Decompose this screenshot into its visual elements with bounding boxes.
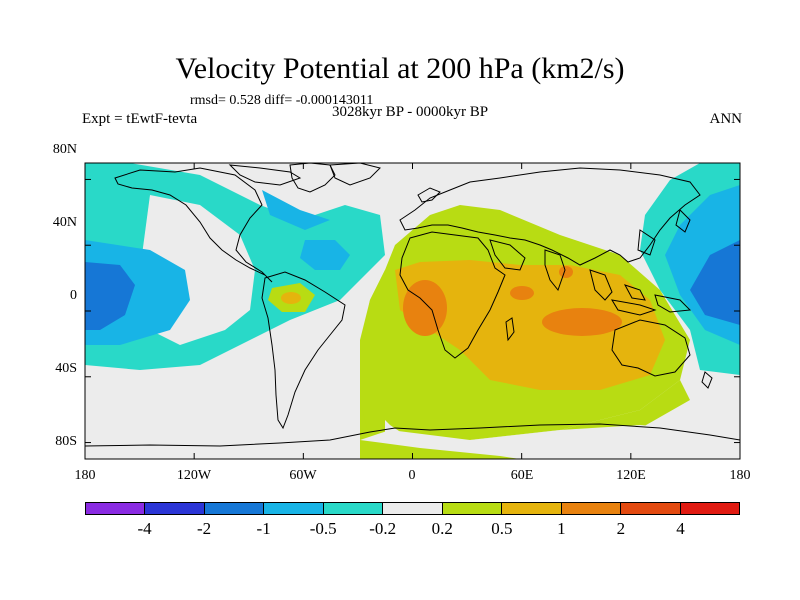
lon-label-180w: 180	[74, 468, 96, 483]
lon-label-0: 0	[408, 468, 416, 483]
colorbar-box	[442, 503, 503, 514]
coastlines	[85, 163, 740, 447]
period-label: 3028kyr BP - 0000kyr BP	[331, 104, 489, 120]
lat-label-40n: 40N	[52, 215, 77, 230]
colorbar-label: 1	[557, 519, 566, 538]
colorbar-label: -2	[196, 519, 212, 538]
colorbar-label: -1	[256, 519, 271, 538]
colorbar-label: 2	[616, 519, 626, 538]
season-label: ANN	[709, 111, 743, 127]
colorbar-label: 4	[676, 519, 685, 538]
colorbar-label: 0.5	[491, 519, 513, 538]
colorbar	[85, 502, 740, 515]
lat-label-40s: 40S	[55, 361, 77, 376]
colorbar-box	[621, 503, 681, 514]
velocity-potential-field	[85, 163, 740, 459]
colorbar-label: -0.2	[369, 519, 397, 538]
lat-label-80s: 80S	[55, 434, 77, 449]
lon-label-60e: 60E	[510, 468, 534, 483]
colorbar-label: -0.5	[309, 519, 337, 538]
plot-title: Velocity Potential at 200 hPa (km2/s)	[175, 52, 625, 85]
lon-label-120e: 120E	[616, 468, 646, 483]
colorbar-box	[680, 503, 739, 514]
lat-label-0: 0	[70, 288, 77, 303]
colorbar-label: -4	[137, 519, 152, 538]
axis-ticks	[84, 163, 741, 459]
colorbar-box	[502, 503, 562, 514]
experiment-label: Expt = tEwtF-tevta	[82, 111, 198, 127]
lon-label-120w: 120W	[176, 468, 212, 483]
statistics-text: rmsd= 0.528 diff= -0.000143011	[190, 93, 374, 108]
colorbar-box	[145, 503, 205, 514]
colorbar-box	[561, 503, 622, 514]
colorbar-box	[204, 503, 265, 514]
lon-label-180e: 180	[729, 468, 751, 483]
colorbar-box	[264, 503, 324, 514]
colorbar-label: 0.2	[431, 519, 453, 538]
lat-label-80n: 80N	[52, 142, 77, 157]
lon-label-60w: 60W	[289, 468, 317, 483]
colorbar-box	[323, 503, 384, 514]
colorbar-box	[86, 503, 146, 514]
colorbar-box	[383, 503, 443, 514]
